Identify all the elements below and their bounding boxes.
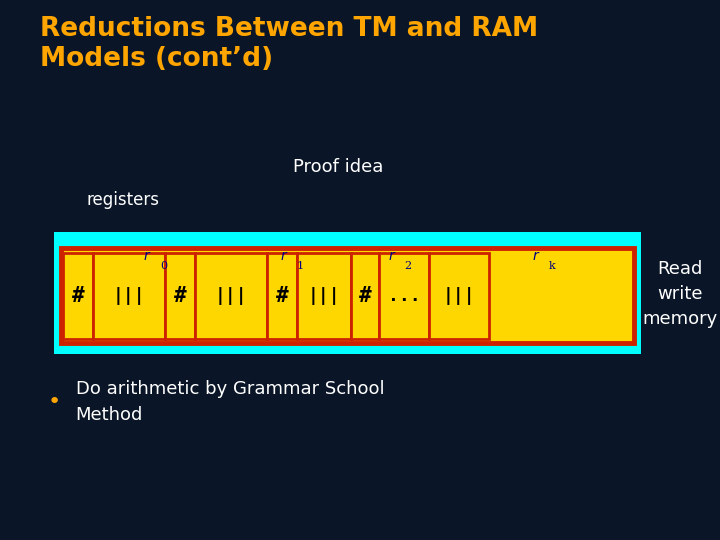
Bar: [93, 253, 165, 339]
Bar: [165, 253, 195, 339]
Bar: [54, 232, 641, 354]
Text: #: #: [71, 286, 84, 306]
Text: Do arithmetic by Grammar School
Method: Do arithmetic by Grammar School Method: [76, 380, 384, 424]
Text: 0: 0: [160, 261, 167, 271]
Text: k: k: [549, 261, 556, 271]
Text: $r$: $r$: [388, 249, 397, 264]
Bar: [351, 253, 379, 339]
Text: |||: |||: [443, 287, 475, 305]
Text: Read
write
memory: Read write memory: [643, 260, 718, 328]
Text: $r$: $r$: [532, 249, 541, 264]
Bar: [195, 253, 267, 339]
Bar: [267, 253, 297, 339]
Text: Proof idea: Proof idea: [293, 158, 384, 177]
Text: |||: |||: [215, 287, 248, 305]
Text: |||: |||: [308, 287, 341, 305]
Bar: [429, 253, 489, 339]
Text: $r$: $r$: [280, 249, 289, 264]
Text: #: #: [174, 286, 186, 306]
Text: Reductions Between TM and RAM
Models (cont’d): Reductions Between TM and RAM Models (co…: [40, 16, 538, 72]
Text: #: #: [359, 286, 372, 306]
Text: 2: 2: [405, 261, 412, 271]
Text: |||: |||: [112, 287, 145, 305]
Bar: [61, 248, 634, 343]
Text: registers: registers: [86, 191, 159, 209]
Bar: [63, 253, 93, 339]
Text: •: •: [48, 392, 60, 413]
Bar: [379, 253, 429, 339]
Bar: [297, 253, 351, 339]
Text: ...: ...: [387, 287, 420, 305]
Text: $r$: $r$: [143, 249, 152, 264]
Text: 1: 1: [297, 261, 304, 271]
Text: #: #: [276, 286, 289, 306]
Bar: [61, 248, 634, 343]
